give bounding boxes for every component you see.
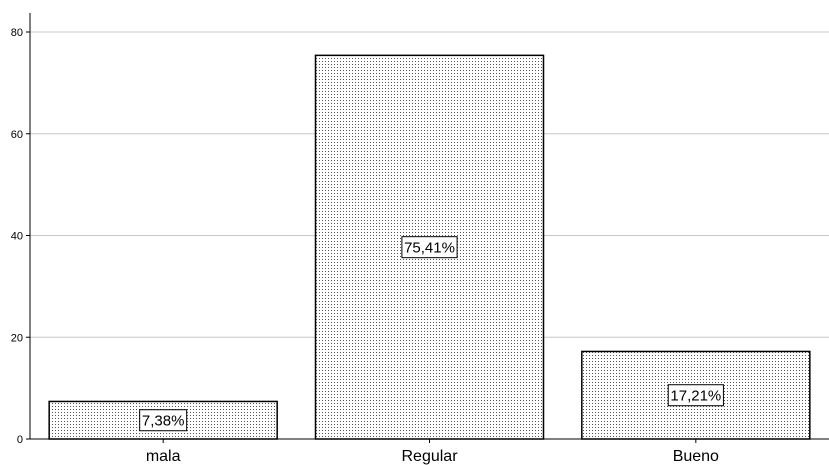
x-tick-label: mala: [146, 448, 181, 465]
x-tick-labels: mala Regular Bueno: [146, 448, 719, 465]
y-tick-label: 40: [11, 231, 23, 243]
data-label: 7,38%: [142, 413, 185, 430]
y-tick-labels: 0 20 40 60 80: [11, 27, 23, 446]
data-label-box: [667, 384, 724, 407]
y-tick-label: 20: [11, 332, 23, 344]
data-label-box: [401, 236, 458, 259]
y-tick-label: 80: [11, 27, 23, 39]
y-tick-label: 0: [17, 434, 23, 446]
data-labels: 7,38% 75,41% 17,21%: [139, 236, 724, 432]
data-label-box: [139, 409, 188, 432]
data-label: 75,41%: [404, 240, 455, 257]
x-tick-label: Regular: [401, 448, 458, 465]
data-label: 17,21%: [670, 388, 721, 405]
y-tick-label: 60: [11, 129, 23, 141]
axes: [26, 13, 829, 443]
x-tick-label: Bueno: [673, 448, 719, 465]
